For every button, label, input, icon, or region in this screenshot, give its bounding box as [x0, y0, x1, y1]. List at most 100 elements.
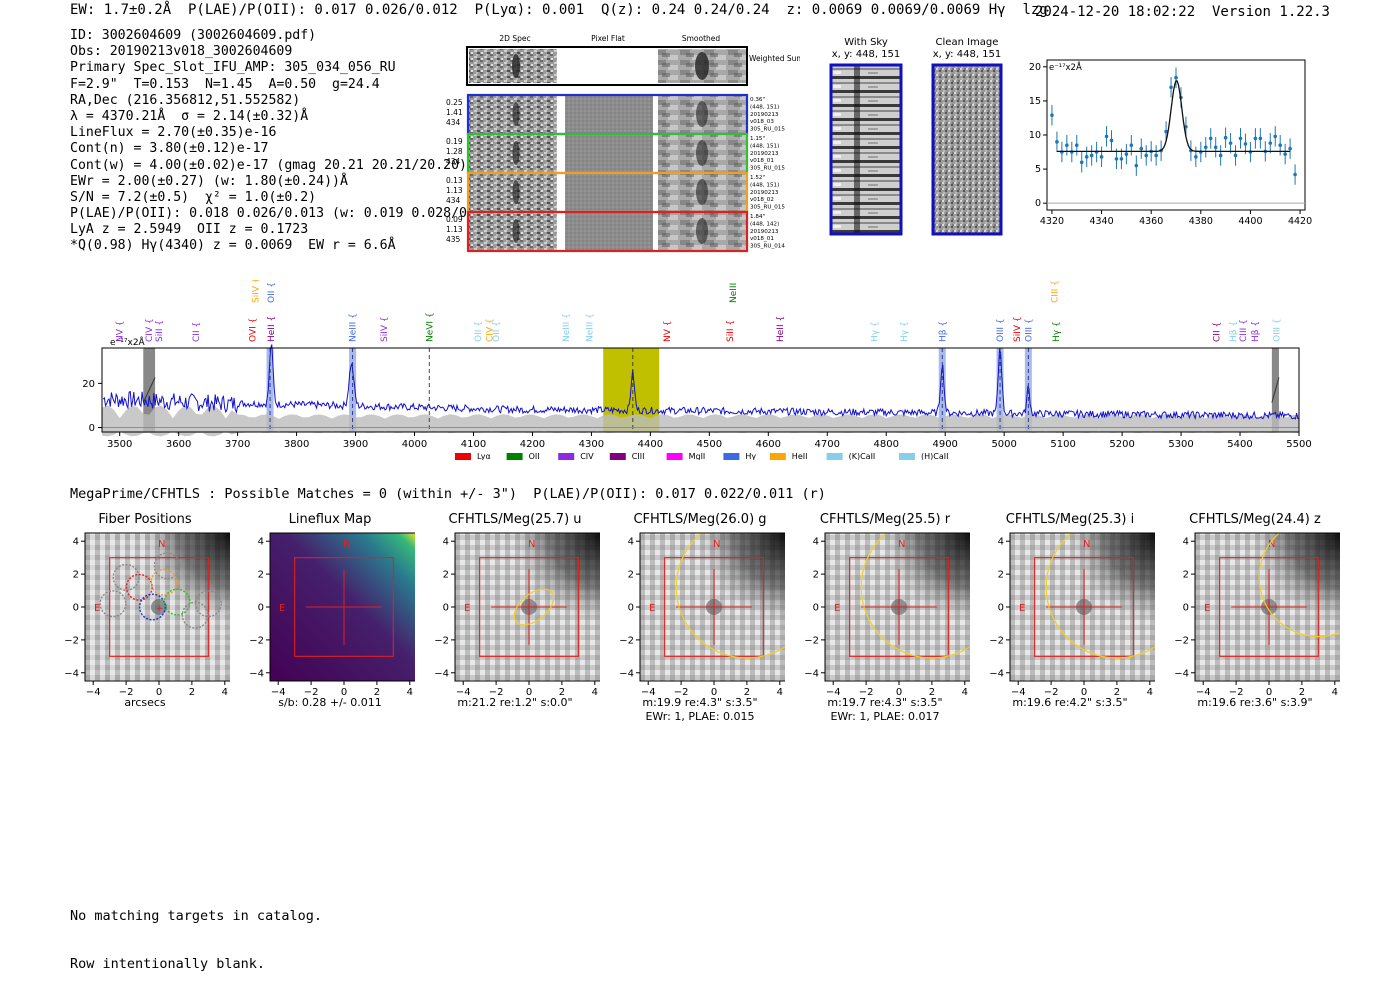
- info-line: LyA z = 2.5949 OII z = 0.1723: [70, 222, 309, 238]
- line-label: SiIV {: [1013, 316, 1023, 342]
- fiber-circle: [153, 552, 181, 580]
- x-tick-label: 4600: [756, 439, 781, 450]
- line-label: OII {: [492, 321, 502, 342]
- row-right-label: v018_02: [750, 197, 774, 203]
- line-label: CIV {: [145, 318, 155, 342]
- y-tick-label: −2: [64, 635, 79, 646]
- aperture-box: [1219, 557, 1319, 657]
- legend-swatch: [506, 453, 523, 460]
- row-left-label: 434: [446, 157, 461, 166]
- row-left-label: 1.41: [446, 108, 463, 117]
- info-line: Obs: 20190213v018_3002604609: [70, 44, 293, 60]
- north-label: N: [158, 539, 165, 550]
- aperture-box: [109, 557, 209, 657]
- data-point: [1119, 157, 1124, 161]
- y-tick-label: 4: [73, 537, 79, 548]
- data-point: [1169, 85, 1173, 90]
- gaussian-fit-curve: [1056, 80, 1291, 153]
- y-tick-label: 0: [813, 603, 819, 614]
- tile-title: CFHTLS/Meg(26.0) g: [633, 512, 767, 527]
- info-line: EWr = 2.00(±0.27) (w: 1.80(±0.24))Å: [70, 173, 348, 189]
- data-point: [1164, 129, 1168, 134]
- info-line: ID: 3002604609 (3002604609.pdf): [70, 28, 317, 43]
- x-tick-label: 3700: [225, 439, 250, 450]
- data-point: [1283, 152, 1287, 156]
- north-label: N: [343, 539, 350, 550]
- legend-label: (K)CaII: [849, 452, 876, 460]
- fiber-circle: [181, 601, 209, 629]
- with-sky-coords: x, y: 448, 151: [831, 49, 901, 60]
- row-right-label: 305_RU_015: [750, 205, 785, 211]
- fiber-circle: [125, 573, 153, 601]
- imaging-tile: CFHTLS/Meg(25.7) u m:21.2 re:1.2" s:0.0" N…: [430, 510, 600, 730]
- x-tick-label: 0: [711, 687, 717, 698]
- data-point: [1194, 155, 1198, 159]
- x-tick-label: −2: [304, 687, 319, 698]
- y-tick-label: 0: [998, 603, 1004, 614]
- row-left-label: 1.13: [446, 186, 463, 195]
- legend-label: Lyα: [477, 452, 491, 460]
- tile-title: CFHTLS/Meg(25.7) u: [448, 512, 582, 527]
- legend-label: HeII: [792, 452, 808, 460]
- line-label: NeIII {: [586, 313, 596, 342]
- imaging-tile: CFHTLS/Meg(24.4) z m:19.6 re:3.6" s:3.9" N…: [1170, 510, 1340, 730]
- row-right-label: v018_03: [750, 119, 774, 125]
- row-right-label: v018_01: [750, 158, 774, 164]
- tile-caption: m:19.6 re:3.6" s:3.9": [1197, 696, 1313, 709]
- line-label: CIII {: [1239, 319, 1249, 342]
- x-tick-label: 0: [526, 687, 532, 698]
- line-label: Hβ {: [938, 321, 948, 342]
- y-tick-label: 0: [258, 603, 264, 614]
- y-tick-label: 0: [1035, 198, 1041, 209]
- info-line: λ = 4370.21Å σ = 2.14(±0.32)Å: [70, 108, 309, 124]
- center-mark: +: [156, 604, 164, 614]
- y-tick-label: −2: [804, 635, 819, 646]
- y-tick-label: 0: [443, 603, 449, 614]
- line-label: CII {: [1212, 322, 1222, 342]
- row-left-label: 435: [446, 235, 461, 244]
- row-left-label: 0.19: [446, 137, 463, 146]
- tile-caption: arcsecs: [124, 696, 166, 709]
- fiber-circle: [99, 590, 127, 618]
- x-tick-label: 4500: [697, 439, 722, 450]
- data-point: [1154, 153, 1158, 158]
- data-point: [1104, 134, 1109, 139]
- x-tick-label: 5200: [1109, 439, 1134, 450]
- row-right-label: 305_RU_014: [750, 244, 785, 250]
- imaging-tile: CFHTLS/Meg(26.0) g m:19.9 re:4.3" s:3.5" E…: [615, 510, 785, 730]
- aperture-ellipse: [513, 588, 555, 626]
- y-tick-label: 0: [73, 603, 79, 614]
- y-tick-label: −4: [619, 668, 634, 679]
- data-point: [1050, 113, 1054, 118]
- tile-title: Lineflux Map: [288, 512, 372, 527]
- data-point: [1124, 152, 1129, 156]
- x-tick-label: 5400: [1227, 439, 1252, 450]
- data-point: [1218, 153, 1223, 158]
- fiber-circle: [112, 563, 140, 591]
- row-right-label: 1.15": [750, 136, 765, 142]
- x-tick-label: −4: [271, 687, 286, 698]
- legend-label: CIII: [632, 452, 645, 460]
- col-header: Smoothed: [682, 34, 721, 43]
- fiber-circle: [138, 593, 166, 621]
- y-tick-label: 20: [1029, 62, 1041, 73]
- y-tick-label: −4: [64, 668, 79, 679]
- y-tick-label: 0: [1183, 603, 1189, 614]
- x-tick-label: 4400: [638, 439, 663, 450]
- data-point: [1129, 143, 1134, 148]
- data-point: [1074, 143, 1079, 148]
- spec2d-row-frame: [466, 210, 749, 253]
- x-tick-label: 2: [559, 687, 565, 698]
- row-left-label: 434: [446, 196, 461, 205]
- x-tick-label: 4: [962, 687, 968, 698]
- y-tick-label: −2: [249, 635, 264, 646]
- line-label: OII {: [267, 282, 277, 303]
- spectrum-axes-frame: [101, 347, 1300, 433]
- x-tick-label: 3800: [284, 439, 309, 450]
- spec2d-panel: 2D Spec Pixel Flat Smoothed Weighted Sum…: [446, 34, 800, 253]
- row-right-label: 1.52": [750, 175, 765, 181]
- data-point: [1079, 160, 1084, 165]
- aperture-box: [1034, 557, 1134, 657]
- x-tick-label: 4360: [1139, 216, 1163, 227]
